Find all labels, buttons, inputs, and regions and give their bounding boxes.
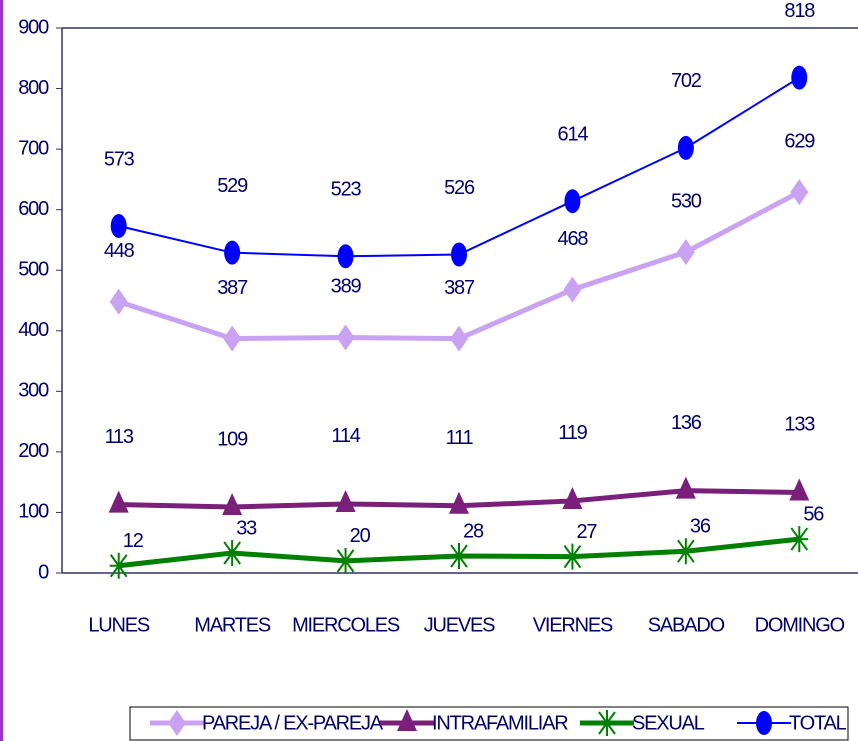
marker [563,276,582,303]
data-label: 387 [217,277,248,299]
data-label: 573 [104,148,135,170]
legend-box [129,706,849,741]
left-border [0,0,3,741]
marker [676,239,695,266]
marker [110,214,127,239]
marker [789,478,810,501]
legend-item: PAREJA / EX-PAREJA [150,710,385,736]
legend-item: INTRAFAMILIAR [380,709,569,734]
marker [109,288,128,315]
marker [790,179,809,206]
marker [756,711,772,735]
data-label: 36 [690,515,711,537]
marker [563,543,582,570]
y-tick-label: 100 [18,501,49,523]
data-label: 523 [331,179,362,201]
data-label: 27 [576,521,597,543]
data-label: 136 [671,412,702,434]
series-line [118,76,800,258]
y-tick-label: 900 [18,16,49,38]
data-label: 133 [784,414,815,436]
marker [675,476,696,499]
marker [676,538,695,565]
legend-label: SEXUAL [632,712,705,734]
x-tick-label: DOMINGO [755,614,845,636]
marker [335,489,356,512]
data-label: 56 [803,503,824,525]
x-tick-label: MIERCOLES [292,614,400,636]
x-tick-label: JUEVES [424,614,495,636]
data-label: 526 [444,177,475,199]
y-tick-label: 700 [18,137,49,159]
legend-label: INTRAFAMILIAR [432,712,568,734]
data-label: 113 [105,426,134,448]
marker [336,547,355,574]
y-tick-label: 400 [18,319,49,341]
x-tick-label: SABADO [648,614,725,636]
marker [790,526,809,553]
data-label: 387 [444,277,475,299]
data-label: 529 [217,175,248,197]
marker [108,490,129,513]
legend-label: PAREJA / EX-PAREJA [202,712,384,734]
marker [562,486,583,509]
y-tick-label: 500 [18,259,49,281]
marker [451,242,467,267]
data-label: 530 [671,190,702,212]
y-tick-label: 300 [18,380,49,402]
marker [223,540,242,567]
marker [222,492,243,515]
marker [449,491,469,514]
data-label: 109 [217,428,248,450]
data-label: 12 [123,530,144,552]
marker [168,710,186,736]
data-label: 389 [331,276,362,298]
x-tick-label: VIERNES [533,614,613,636]
y-tick-label: 600 [18,198,49,220]
data-label: 702 [671,70,702,92]
x-tick-label: LUNES [88,614,150,636]
marker [677,135,694,160]
data-label: 448 [104,240,135,262]
marker [224,240,241,265]
data-label: 20 [350,525,371,547]
data-label: 468 [558,228,589,250]
data-label: 629 [784,130,815,152]
data-label: 818 [784,0,815,22]
y-tick-label: 200 [18,440,49,462]
legend-label: TOTAL [789,712,847,734]
marker [598,710,616,736]
y-tick-label: 0 [38,561,49,583]
marker [223,325,242,352]
marker [791,65,808,90]
legend-item: TOTAL [737,711,848,735]
legend-item: SEXUAL [580,710,706,736]
y-tick-label: 800 [18,77,49,99]
marker [109,552,128,579]
marker [450,325,468,352]
data-label: 33 [236,517,257,539]
marker [564,189,581,214]
marker [450,543,468,570]
marker [397,709,417,731]
data-label: 28 [463,520,484,542]
data-label: 111 [446,427,474,449]
data-label: 119 [558,422,587,444]
data-label: 114 [331,425,360,447]
marker [337,244,354,269]
data-label: 614 [558,123,589,145]
x-tick-label: MARTES [194,614,271,636]
marker [336,324,355,351]
